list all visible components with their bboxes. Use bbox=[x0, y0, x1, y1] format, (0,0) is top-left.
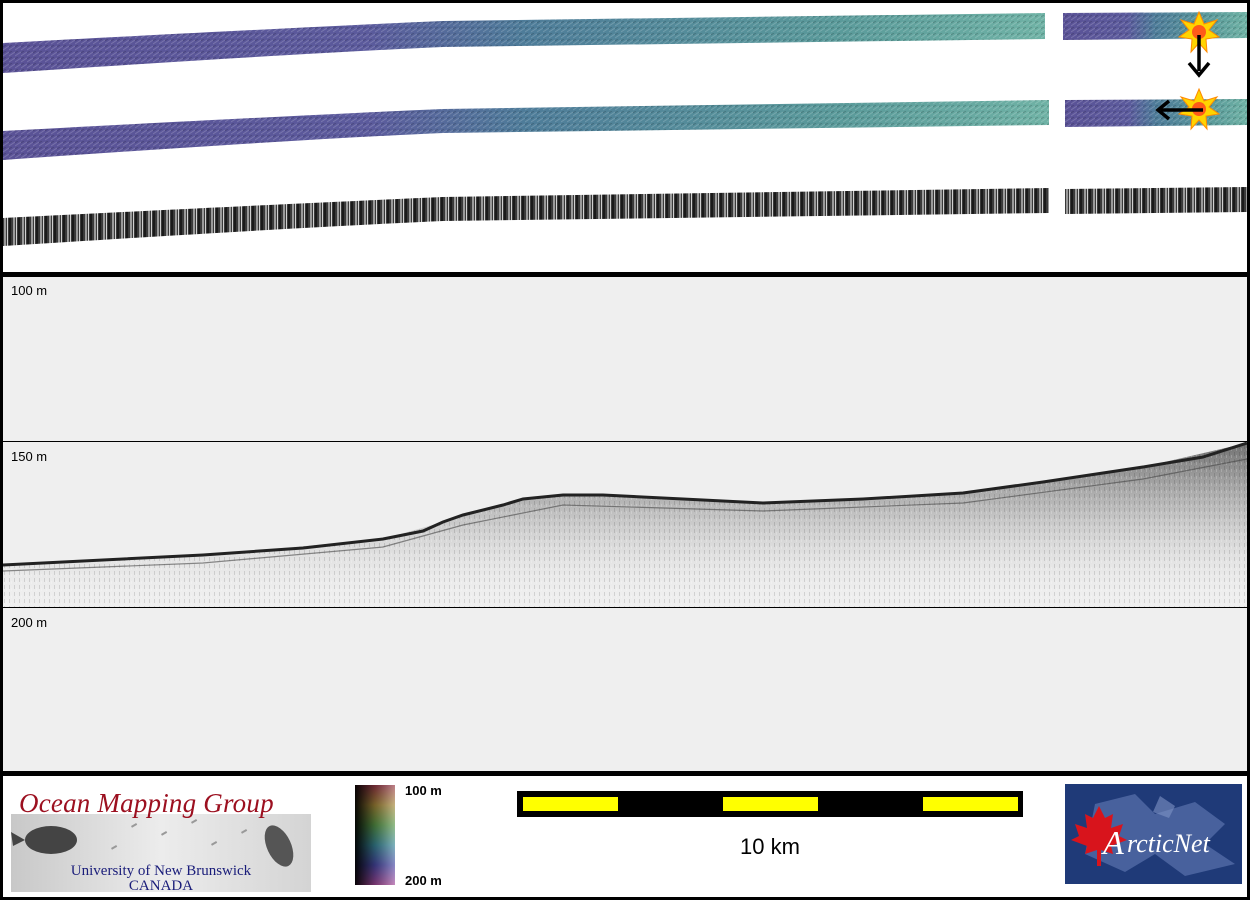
swath-panel bbox=[3, 3, 1247, 272]
depth-gridline bbox=[3, 441, 1247, 442]
arcticnet-logo: A rcticNet bbox=[1065, 784, 1242, 884]
bathymetry-swath-2 bbox=[3, 99, 1247, 160]
ocean-mapping-group-logo: Ocean Mapping Group University of New Br… bbox=[11, 782, 311, 894]
sonar-fish-icon bbox=[25, 826, 77, 854]
org-title: Ocean Mapping Group bbox=[19, 788, 274, 818]
arrow-down-icon bbox=[1187, 35, 1211, 78]
bathymetry-swath-1 bbox=[3, 12, 1247, 73]
org-line-2: CANADA bbox=[128, 878, 194, 894]
profile-echogram bbox=[3, 441, 1247, 607]
arrow-left-icon bbox=[1155, 99, 1203, 121]
maple-leaf-icon bbox=[1071, 806, 1127, 866]
depth-colorbar bbox=[355, 785, 395, 885]
swath-map bbox=[3, 10, 1247, 246]
svg-text:rcticNet: rcticNet bbox=[1127, 829, 1211, 858]
org-line-1: University of New Brunswick bbox=[70, 863, 252, 879]
org-subtitle: University of New Brunswick CANADA bbox=[11, 864, 311, 894]
scale-label: 10 km bbox=[740, 834, 800, 859]
backscatter-swath bbox=[3, 187, 1247, 246]
seabed-reflector bbox=[3, 441, 1247, 567]
svg-text:A: A bbox=[1101, 825, 1124, 862]
depth-gridline bbox=[3, 607, 1247, 608]
subbottom-profile-panel: 100 m 150 m 200 m bbox=[3, 277, 1247, 771]
scale-bar bbox=[517, 791, 1023, 817]
depth-label: 150 m bbox=[11, 449, 48, 464]
depth-label: 100 m bbox=[11, 283, 48, 298]
depth-label: 200 m bbox=[11, 615, 48, 630]
legend-panel: Ocean Mapping Group University of New Br… bbox=[3, 776, 1247, 897]
colorbar-bottom-label: 200 m bbox=[405, 873, 442, 888]
colorbar-top-label: 100 m bbox=[405, 783, 442, 798]
